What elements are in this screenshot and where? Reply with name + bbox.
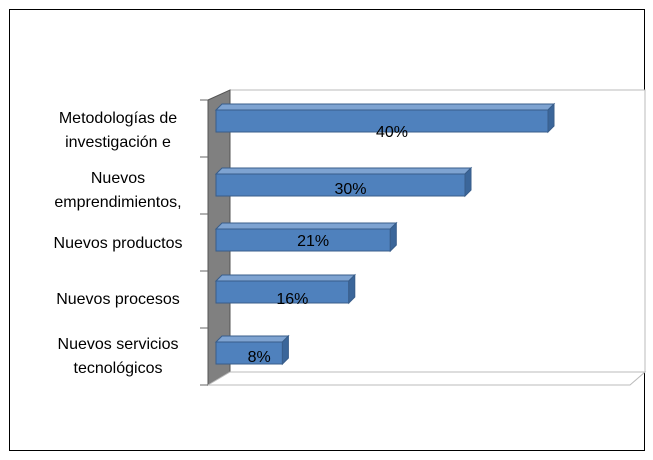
value-label: 8%	[248, 349, 271, 366]
bar-top	[214, 103, 556, 111]
category-label: Nuevos productos	[53, 235, 183, 252]
category-label: Nuevos servicios tecnológicos	[57, 336, 179, 377]
bar-side	[464, 166, 472, 198]
bar-top	[214, 167, 473, 175]
value-label: 16%	[276, 291, 308, 308]
bar-side	[389, 221, 397, 253]
bar-top	[214, 335, 290, 343]
category-label: Nuevos emprendimientos,	[54, 170, 182, 211]
value-label: 30%	[334, 181, 366, 198]
bar-top	[214, 274, 357, 282]
category-label: Metodologías de investigación e	[58, 110, 178, 151]
category-label: Nuevos procesos	[56, 291, 180, 308]
value-label: 40%	[376, 124, 408, 141]
axis-ticks	[200, 99, 208, 386]
bar-side	[281, 334, 289, 366]
bar-side	[348, 273, 356, 305]
value-label: 21%	[297, 233, 329, 250]
floor	[206, 371, 647, 386]
bar-side	[547, 102, 555, 134]
bar-top	[214, 222, 398, 230]
